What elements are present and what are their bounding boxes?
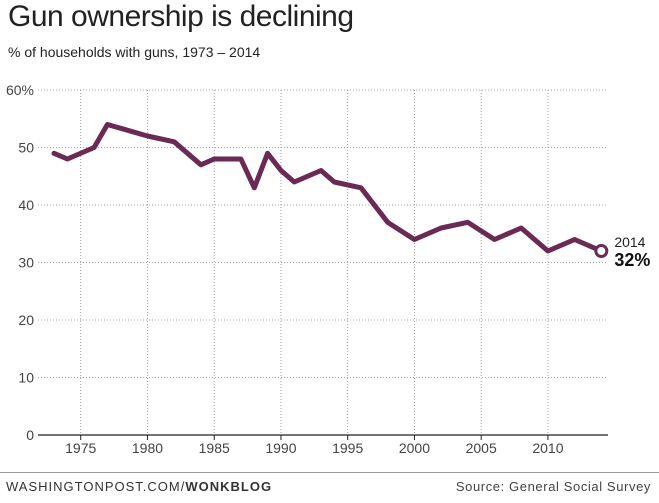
line-chart: 0 10 20 30 40 50 60% 1975 1980 1985 1990 1995 2000 2… [6, 82, 650, 456]
x-tick-label: 1995 [332, 440, 363, 456]
y-tick-label: 50 [18, 140, 34, 156]
annotation-value: 32% [614, 250, 650, 270]
chart-subtitle: % of households with guns, 1973 – 2014 [8, 44, 261, 60]
footer-credit-prefix: WASHINGTONPOST.COM/ [6, 479, 186, 494]
footer-credit[interactable]: WASHINGTONPOST.COM/WONKBLOG [6, 479, 272, 494]
grid-lines [38, 89, 608, 440]
footer-credit-brand: WONKBLOG [185, 479, 273, 494]
footer-divider [0, 472, 659, 473]
y-tick-label: 0 [26, 427, 34, 443]
footer-source: Source: General Social Survey [455, 479, 651, 494]
y-tick-label: 10 [18, 370, 34, 386]
x-tick-label: 2005 [466, 440, 497, 456]
x-tick-label: 2010 [532, 440, 563, 456]
chart-title: Gun ownership is declining [8, 0, 354, 33]
annotation-year: 2014 [614, 234, 645, 250]
y-tick-label: 20 [18, 312, 34, 328]
series-line [51, 122, 604, 254]
y-tick-label: 40 [18, 197, 34, 213]
y-tick-label: 30 [18, 255, 34, 271]
end-point-marker [594, 244, 609, 258]
y-tick-label: 60% [6, 82, 34, 98]
x-tick-label: 1975 [65, 440, 96, 456]
y-axis-tick-labels: 0 10 20 30 40 50 60% [6, 82, 34, 443]
x-tick-label: 1985 [199, 440, 230, 456]
x-tick-label: 1980 [132, 440, 163, 456]
x-tick-label: 2000 [399, 440, 430, 456]
x-tick-label: 1990 [265, 440, 296, 456]
x-axis-tick-labels: 1975 1980 1985 1990 1995 2000 2005 2010 [65, 440, 564, 456]
series-lines [51, 122, 604, 254]
